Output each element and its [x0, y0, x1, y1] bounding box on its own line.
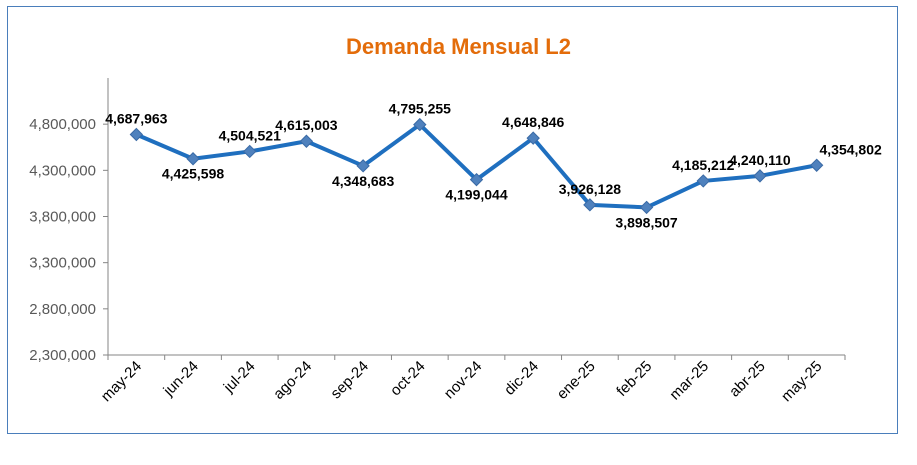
x-tick-label: oct-24: [387, 358, 429, 400]
y-tick-label: 4,300,000: [29, 162, 96, 179]
y-tick-labels: 2,300,000 2,800,000 3,300,000 3,800,000 4,30…: [29, 116, 96, 364]
data-label: 3,926,128: [559, 181, 621, 197]
data-label: 4,687,963: [105, 111, 167, 127]
y-tick-label: 4,800,000: [29, 116, 96, 133]
x-tick-label: jul-24: [220, 358, 259, 397]
data-point-marker: [129, 127, 144, 142]
data-label: 4,615,003: [275, 117, 337, 133]
x-tick-label: may-24: [98, 358, 145, 405]
y-tick-label: 2,300,000: [29, 347, 96, 364]
data-point-marker: [413, 117, 427, 132]
x-tick-label: ene-25: [554, 358, 599, 403]
data-label: 4,648,846: [502, 114, 564, 130]
x-tick-label: nov-24: [441, 358, 485, 402]
x-tick-label: jun-24: [160, 358, 202, 400]
data-label: 4,504,521: [219, 127, 281, 143]
data-point-marker: [583, 198, 597, 212]
y-tick-label: 2,800,000: [29, 301, 96, 318]
x-tick-labels: may-24 jun-24 jul-24 ago-24 sep-24 oct-24 nov-…: [98, 358, 826, 405]
x-tick-label: feb-25: [613, 358, 655, 400]
data-label: 4,795,255: [389, 101, 451, 117]
x-tick-label: may-25: [778, 358, 825, 405]
data-label: 4,199,044: [445, 187, 507, 203]
x-tick-label: dic-24: [501, 358, 542, 399]
chart-title: Demanda Mensual L2: [346, 34, 571, 59]
series-markers: [129, 117, 824, 215]
data-point-marker: [186, 152, 200, 166]
data-label: 3,898,507: [615, 214, 677, 230]
x-tick-label: ago-24: [270, 358, 315, 403]
chart-frame: [7, 6, 898, 434]
data-point-marker: [356, 159, 370, 173]
x-tick-label: abr-25: [726, 358, 769, 401]
x-tick-label: sep-24: [327, 358, 371, 402]
data-label: 4,240,110: [729, 152, 791, 168]
data-label: 4,425,598: [162, 166, 224, 182]
data-point-marker: [753, 169, 767, 183]
data-point-marker: [243, 144, 257, 159]
x-tick-label: mar-25: [666, 358, 712, 404]
data-point-marker: [696, 174, 710, 188]
y-tick-label: 3,800,000: [29, 209, 96, 226]
data-label: 4,354,802: [820, 141, 882, 157]
data-label: 4,348,683: [332, 173, 394, 189]
data-point-marker: [639, 200, 654, 215]
data-point-marker: [809, 158, 824, 172]
data-point-marker: [299, 134, 314, 148]
data-label: 4,185,212: [672, 157, 734, 173]
data-point-marker: [469, 172, 484, 187]
y-tick-label: 3,300,000: [29, 255, 96, 272]
chart-axes: [103, 78, 846, 360]
data-point-marker: [526, 131, 540, 145]
